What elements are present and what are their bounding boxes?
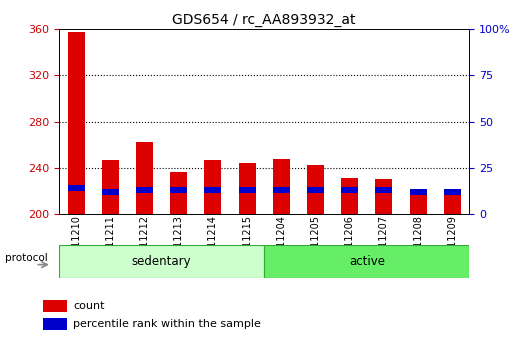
- Bar: [376, 187, 392, 193]
- Text: percentile rank within the sample: percentile rank within the sample: [73, 319, 261, 329]
- Title: GDS654 / rc_AA893932_at: GDS654 / rc_AA893932_at: [172, 13, 356, 27]
- Bar: [204, 160, 222, 214]
- Bar: [239, 163, 255, 214]
- Bar: [43, 318, 67, 330]
- Text: sedentary: sedentary: [132, 255, 191, 268]
- Text: active: active: [349, 255, 385, 268]
- Bar: [239, 187, 255, 193]
- Bar: [170, 187, 187, 193]
- Bar: [307, 187, 324, 193]
- Bar: [136, 142, 153, 214]
- Bar: [444, 189, 461, 195]
- Bar: [341, 178, 358, 214]
- Bar: [273, 159, 290, 214]
- Text: protocol: protocol: [5, 253, 48, 263]
- Bar: [341, 187, 358, 193]
- Bar: [102, 189, 119, 195]
- Bar: [444, 195, 461, 214]
- Bar: [43, 300, 67, 312]
- Bar: [409, 189, 427, 195]
- Bar: [170, 172, 187, 214]
- Bar: [59, 245, 264, 278]
- Text: count: count: [73, 301, 105, 311]
- Bar: [68, 185, 85, 191]
- Bar: [204, 187, 222, 193]
- Bar: [376, 179, 392, 214]
- Bar: [273, 187, 290, 193]
- Bar: [307, 166, 324, 214]
- Bar: [136, 187, 153, 193]
- Bar: [68, 32, 85, 214]
- Bar: [102, 160, 119, 214]
- Bar: [409, 193, 427, 214]
- Bar: [264, 245, 469, 278]
